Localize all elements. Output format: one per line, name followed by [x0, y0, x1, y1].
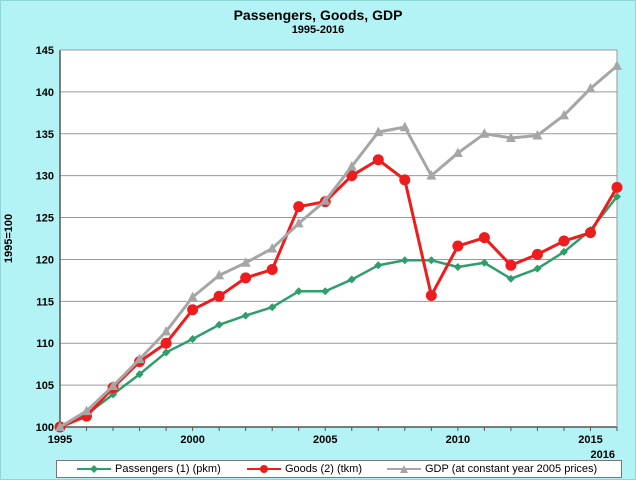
point-2-2016 — [612, 60, 622, 70]
point-0-2013 — [533, 264, 542, 273]
point-0-2010 — [453, 262, 462, 271]
point-0-2009 — [427, 256, 436, 265]
point-0-2001 — [215, 320, 224, 329]
point-0-2002 — [241, 311, 250, 320]
y-tick-120: 120 — [36, 254, 54, 266]
point-2-2008 — [399, 121, 410, 132]
legend-label-goods: Goods (2) (tkm) — [285, 463, 363, 475]
point-0-2008 — [400, 256, 409, 265]
point-2-2004 — [293, 217, 304, 228]
point-2-2011 — [479, 128, 490, 138]
series-1 — [54, 154, 623, 433]
y-tick-105: 105 — [36, 380, 54, 392]
point-2-2012 — [505, 132, 516, 142]
legend-swatch-gdp — [387, 465, 421, 473]
y-tick-140: 140 — [36, 87, 54, 99]
point-2-1999 — [161, 325, 172, 336]
series-line-2 — [59, 64, 618, 429]
point-2-2002 — [240, 257, 251, 267]
point-1-2002 — [240, 272, 252, 284]
point-2-2007 — [373, 126, 384, 137]
x-tick-2000: 2000 — [180, 434, 204, 446]
x-tick-2005: 2005 — [313, 434, 337, 446]
point-0-1999 — [162, 348, 171, 357]
y-tick-110: 110 — [36, 338, 54, 350]
legend: Passengers (1) (pkm) Goods (2) (tkm) GDP… — [56, 460, 622, 478]
chart-subtitle: 1995-2016 — [291, 24, 345, 36]
legend-item-passengers: Passengers (1) (pkm) — [77, 461, 221, 477]
legend-item-gdp: GDP (at constant year 2005 prices) — [387, 461, 597, 477]
point-1-2010 — [452, 240, 464, 252]
y-tick-145: 145 — [36, 45, 54, 57]
x-tick-2015: 2015 — [578, 434, 602, 446]
line-chart: 100 105 110 115 120 125 130 135 140 145 1995 2000 2… — [3, 45, 623, 460]
point-1-2000 — [187, 304, 199, 316]
y-tick-135: 135 — [36, 129, 54, 141]
point-1-2009 — [425, 289, 437, 301]
y-tick-115: 115 — [36, 296, 54, 308]
point-2-2015 — [585, 83, 596, 93]
point-2-2013 — [532, 129, 543, 140]
point-0-1998 — [135, 370, 144, 379]
point-1-2014 — [558, 235, 570, 247]
x-tick-2010: 2010 — [446, 434, 470, 446]
y-tick-labels: 100 105 110 115 120 125 130 135 140 145 — [36, 45, 54, 434]
point-0-2011 — [480, 258, 489, 267]
point-0-2005 — [321, 287, 330, 296]
series-line-1 — [59, 158, 619, 429]
point-2-2000 — [187, 291, 198, 302]
y-tick-125: 125 — [36, 213, 54, 225]
point-2-1997 — [108, 380, 119, 390]
point-1-2013 — [531, 248, 543, 260]
point-2-1995 — [55, 421, 65, 431]
point-1-2007 — [372, 154, 384, 166]
series-group — [54, 60, 623, 433]
legend-label-passengers: Passengers (1) (pkm) — [115, 463, 221, 475]
point-0-2006 — [347, 275, 356, 284]
point-1-2015 — [584, 227, 596, 239]
point-1-2006 — [346, 170, 358, 182]
series-2 — [55, 60, 622, 431]
x-tick-labels: 1995 2000 2005 2010 2015 2016 — [48, 434, 615, 460]
point-1-2011 — [478, 232, 490, 244]
chart-title: Passengers, Goods, GDP — [233, 7, 403, 23]
point-0-2012 — [506, 274, 515, 283]
legend-label-gdp: GDP (at constant year 2005 prices) — [425, 463, 598, 475]
point-0-2004 — [294, 287, 303, 296]
point-2-1998 — [134, 353, 145, 364]
point-2-2006 — [346, 160, 357, 171]
point-2-2003 — [267, 243, 278, 253]
point-1-2016 — [611, 181, 623, 193]
point-0-2014 — [559, 247, 568, 256]
series-line-0 — [59, 195, 618, 429]
y-tick-100: 100 — [36, 422, 54, 434]
point-0-2007 — [374, 261, 383, 270]
point-0-2000 — [188, 335, 197, 344]
axes — [59, 49, 618, 431]
point-1-2001 — [213, 290, 225, 302]
point-2-2014 — [558, 109, 569, 120]
point-2-2010 — [452, 147, 463, 158]
point-2-2005 — [320, 195, 331, 205]
legend-swatch-passengers — [77, 465, 111, 473]
y-axis-label: 1995=100 — [3, 214, 15, 263]
point-0-2016 — [613, 192, 621, 201]
point-1-2012 — [505, 259, 517, 271]
x-tick-last: 2016 — [591, 449, 615, 460]
point-1-2003 — [266, 263, 278, 275]
point-2-2009 — [426, 170, 437, 180]
point-1-2004 — [293, 201, 305, 213]
point-2-2001 — [214, 269, 225, 280]
point-1-1999 — [160, 337, 172, 349]
x-tick-1995: 1995 — [48, 434, 72, 446]
y-tick-130: 130 — [36, 171, 54, 183]
legend-swatch-goods — [247, 465, 281, 473]
point-1-2008 — [399, 174, 411, 186]
point-2-1996 — [81, 405, 92, 416]
point-0-2003 — [268, 303, 277, 312]
legend-item-goods: Goods (2) (tkm) — [247, 461, 362, 477]
